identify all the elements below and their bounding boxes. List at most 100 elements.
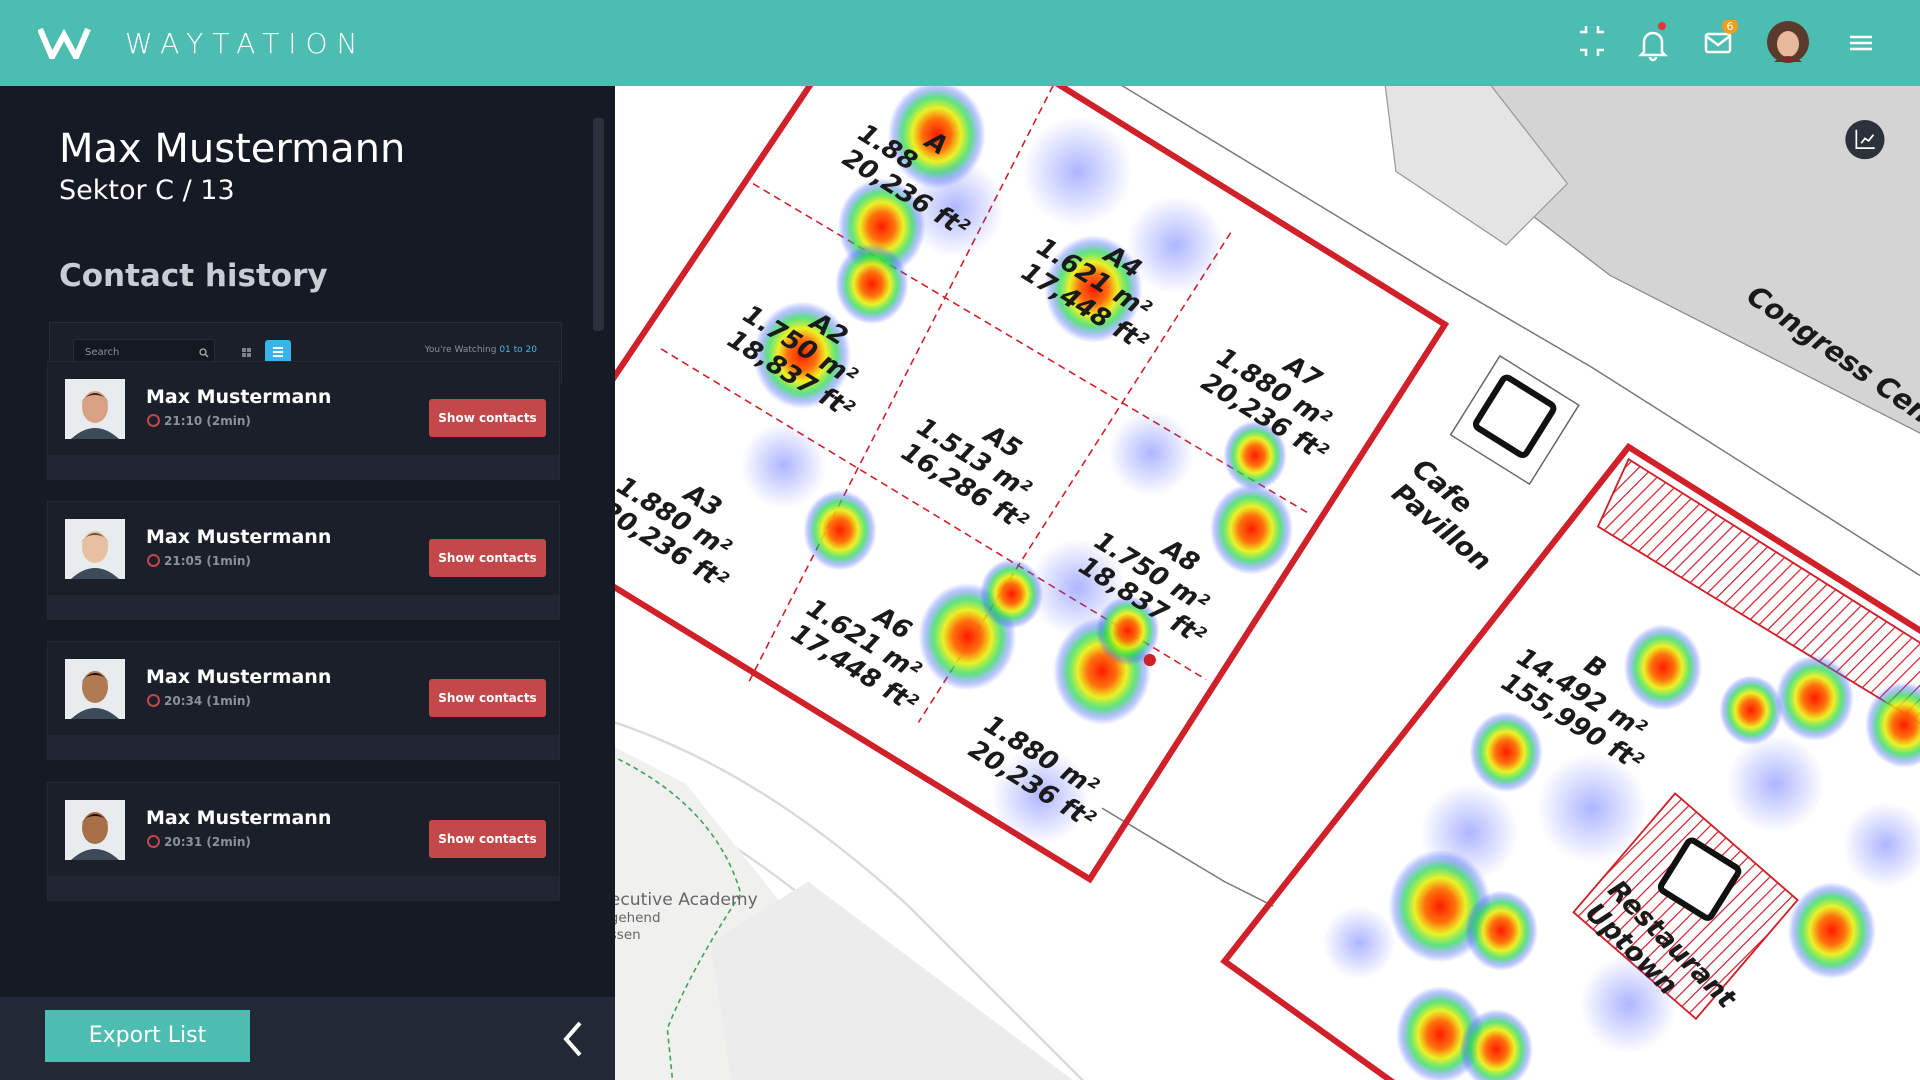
user-avatar[interactable] [1767, 21, 1809, 63]
collapse-sidebar[interactable] [558, 1019, 588, 1059]
contact-card: Max Mustermann 21:10 (2min) Show contacts [47, 361, 560, 480]
parking-area [710, 881, 1073, 1080]
clock-icon [147, 694, 160, 707]
heat-haze [1322, 906, 1396, 980]
heat-spot [1044, 235, 1143, 343]
contact-card: Max Mustermann 20:31 (2min) Show contacts [47, 782, 560, 901]
heat-haze [1420, 783, 1519, 882]
heat-spot [1209, 483, 1294, 575]
heat-spot [1223, 420, 1287, 491]
clock-icon [147, 835, 160, 848]
card-footer [48, 595, 559, 619]
section-title: Contact history [59, 258, 328, 294]
heat-spot [1719, 675, 1783, 746]
brand-name: WAYTATION [125, 27, 367, 60]
contact-name: Max Mustermann [146, 526, 332, 548]
heat-haze [1726, 734, 1825, 833]
notifications-icon[interactable] [1637, 22, 1669, 62]
show-contacts-button[interactable]: Show contacts [429, 539, 546, 577]
heat-spot [1775, 654, 1854, 742]
scrollbar[interactable] [593, 118, 604, 331]
contact-avatar [65, 519, 125, 579]
heat-haze [1022, 116, 1133, 227]
collapse-icon[interactable] [1580, 26, 1604, 56]
clock-icon [147, 414, 160, 427]
avatar-face [82, 671, 108, 703]
heat-spot [979, 558, 1044, 629]
sidebar: Max Mustermann Sektor C / 13 Contact his… [0, 86, 615, 1080]
card-footer [48, 455, 559, 479]
academy-line: ecutive Academy [610, 890, 758, 910]
heat-haze [991, 746, 1090, 845]
export-button[interactable]: Export List [45, 1010, 250, 1062]
show-contacts-button[interactable]: Show contacts [429, 820, 546, 858]
avatar-face [82, 531, 108, 563]
walls [1101, 72, 1920, 577]
hall-b [1220, 442, 1920, 1080]
avatar-body [71, 708, 119, 719]
green-path [618, 758, 742, 1080]
academy-line: ssen [610, 928, 641, 943]
logo [38, 27, 91, 59]
heat-haze [740, 422, 827, 509]
mail-badge [1722, 20, 1738, 34]
map-tool-icon [1855, 129, 1875, 150]
avatar-face [82, 391, 108, 423]
heat-spot [1464, 890, 1538, 972]
paging-label: You're Watching [424, 345, 497, 355]
avatar-body [71, 849, 119, 860]
heat-spot [1459, 1009, 1534, 1080]
heat-haze [1028, 538, 1127, 637]
contact-name: Max Mustermann [146, 807, 332, 829]
person-location: Sektor C / 13 [59, 175, 235, 206]
show-contacts-button[interactable]: Show contacts [429, 679, 546, 717]
zone-dividers [660, 85, 1311, 723]
map-tool-button[interactable] [1845, 120, 1885, 160]
contact-time: 21:10 (2min) [164, 414, 251, 428]
contact-avatar [65, 659, 125, 719]
academy-line: gehend [610, 911, 661, 926]
heat-spot [1623, 624, 1703, 711]
heat-haze [906, 159, 1005, 258]
show-contacts-button[interactable]: Show contacts [429, 399, 546, 437]
heat-spot [1787, 882, 1876, 980]
avatar-face [82, 812, 108, 844]
contact-name: Max Mustermann [146, 666, 332, 688]
top-bar: WAYTATION 6 [0, 0, 1920, 86]
avatar-body [71, 568, 119, 579]
avatar-hair [81, 393, 109, 403]
heat-spot [1469, 711, 1543, 793]
search-icon [199, 348, 209, 358]
contact-name: Max Mustermann [146, 386, 332, 408]
heat-haze [1108, 410, 1194, 496]
contact-time: 20:31 (2min) [164, 835, 251, 849]
header-icons: 6 [1580, 20, 1872, 63]
heat-haze [1126, 195, 1225, 294]
avatar-hair [81, 533, 109, 543]
menu-icon[interactable] [1850, 35, 1872, 51]
contact-card: Max Mustermann 20:34 (1min) Show contacts [47, 641, 560, 760]
messages-icon[interactable] [1704, 32, 1732, 54]
view-toggle[interactable] [236, 339, 296, 367]
card-footer [48, 735, 559, 759]
paging-range: 01 to 20 [499, 345, 537, 355]
person-name: Max Mustermann [59, 126, 406, 172]
restaurant-icon [1657, 837, 1742, 921]
walls [1101, 807, 1274, 907]
cafe-icon [1473, 374, 1557, 459]
heat-haze [1536, 753, 1647, 864]
bottom-bar: Export List [0, 997, 615, 1080]
hatched-strip [1596, 457, 1920, 725]
heat-spot [803, 489, 877, 571]
paging-info: You're Watching 01 to 20 [425, 345, 537, 355]
avatar-hair [81, 814, 109, 824]
avatar-hair [81, 673, 109, 683]
location-dot [1143, 653, 1156, 667]
